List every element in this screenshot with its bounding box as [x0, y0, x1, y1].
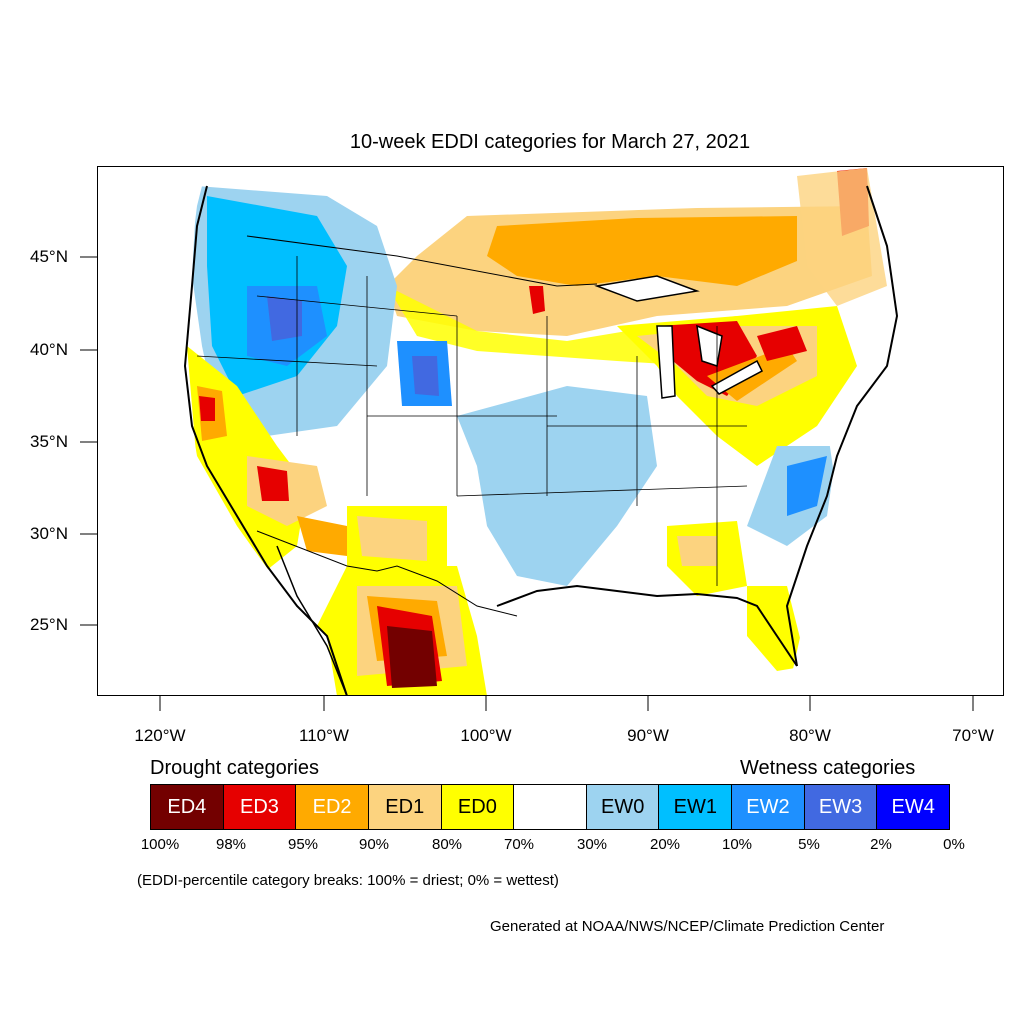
- region-red-river-ed3: [529, 286, 545, 314]
- legend-box-ew0: EW0: [585, 784, 660, 830]
- region-northwest-ew4: [267, 296, 302, 341]
- legend-colorbar: ED4 ED3 ED2 ED1 ED0 EW0 EW1 EW2 EW3 EW4: [150, 784, 951, 830]
- pct-label-2: 2%: [870, 836, 892, 853]
- region-mexico-ed4: [387, 626, 437, 688]
- region-new-york-ed3: [757, 326, 807, 361]
- wetness-categories-heading: Wetness categories: [740, 757, 916, 779]
- pct-label-20: 20%: [649, 836, 681, 853]
- credit-line: Generated at NOAA/NWS/NCEP/Climate Predi…: [490, 918, 885, 935]
- pct-label-98: 98%: [215, 836, 247, 853]
- legend-box-ed4: ED4: [150, 784, 224, 830]
- region-maine-ed1: [797, 168, 887, 306]
- baja-coastline: [276, 545, 348, 696]
- drought-categories-heading: Drought categories: [150, 757, 319, 779]
- canada-us-border: [246, 235, 598, 287]
- legend-box-ew1: EW1: [658, 784, 733, 830]
- pct-label-30: 30%: [576, 836, 608, 853]
- legend-box-ed3: ED3: [222, 784, 297, 830]
- lake-michigan: [656, 325, 676, 399]
- lon-label-80w: 80°W: [789, 726, 831, 745]
- gulf-of-mexico: [487, 586, 747, 696]
- legend-box-neutral: [513, 784, 587, 830]
- region-wyoming-ew3: [412, 356, 439, 396]
- lat-label-45: 45°N: [30, 247, 68, 266]
- lat-ticks: [80, 256, 97, 626]
- region-arizona-ed2: [297, 516, 347, 556]
- legend-box-ed1: ED1: [367, 784, 442, 830]
- lat-label-30: 30°N: [30, 524, 68, 543]
- legend-box-ew4: EW4: [876, 784, 951, 830]
- region-california-ed3: [199, 396, 215, 421]
- map-plot-area: [97, 166, 1004, 696]
- region-carolina-ew2: [787, 456, 827, 516]
- region-new-mexico-ed1: [357, 516, 427, 561]
- pct-label-70: 70%: [503, 836, 535, 853]
- lon-label-90w: 90°W: [627, 726, 669, 745]
- lat-label-40: 40°N: [30, 340, 68, 359]
- gulf-coastline: [496, 584, 798, 667]
- mexico-us-border: [256, 530, 518, 617]
- lat-label-35: 35°N: [30, 432, 68, 451]
- pacific-ocean: [97, 166, 337, 696]
- region-northern-plains-ed2: [487, 216, 797, 286]
- pct-label-5: 5%: [798, 836, 820, 853]
- lon-label-100w: 100°W: [460, 726, 512, 745]
- lon-label-110w: 110°W: [299, 726, 349, 745]
- pct-label-90: 90%: [358, 836, 390, 853]
- map-title: 10-week EDDI categories for March 27, 20…: [349, 131, 751, 153]
- legend-box-ew3: EW3: [803, 784, 878, 830]
- legend-box-ed2: ED2: [295, 784, 369, 830]
- legend-box-ew2: EW2: [731, 784, 805, 830]
- atlantic-ocean: [787, 326, 1004, 696]
- lon-label-120w: 120°W: [134, 726, 186, 745]
- region-southwest-ed3: [257, 466, 289, 501]
- region-georgia-ed1: [677, 536, 717, 566]
- state-borders: [196, 256, 748, 586]
- legend-box-ed0: ED0: [440, 784, 515, 830]
- hudson-bay-region: [657, 166, 797, 206]
- lake-superior: [594, 275, 700, 302]
- map-frame-border: [97, 166, 1004, 696]
- region-florida-ed0: [747, 586, 807, 671]
- east-coastline: [785, 185, 899, 667]
- lon-ticks: [159, 696, 974, 711]
- pct-label-80: 80%: [431, 836, 463, 853]
- west-coastline: [183, 185, 348, 696]
- category-breaks-note: (EDDI-percentile category breaks: 100% =…: [137, 872, 559, 889]
- pct-label-100: 100%: [140, 836, 180, 853]
- region-central-ew0: [457, 386, 657, 586]
- pct-label-95: 95%: [287, 836, 319, 853]
- lat-label-25: 25°N: [30, 615, 68, 634]
- lon-label-70w: 70°W: [952, 726, 994, 745]
- pct-label-10: 10%: [721, 836, 753, 853]
- pct-label-0: 0%: [943, 836, 965, 853]
